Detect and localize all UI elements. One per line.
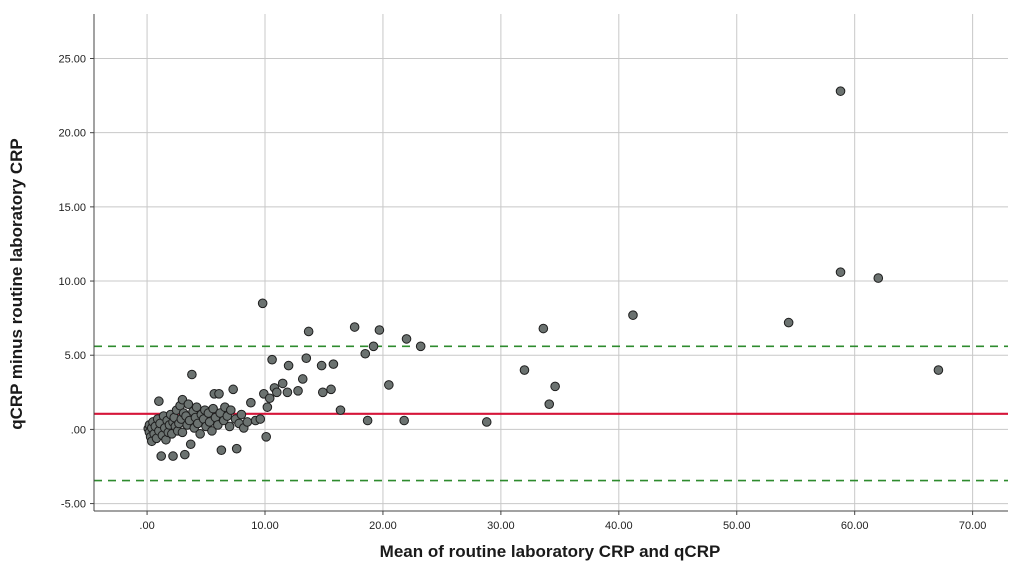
- gridlines: [94, 14, 1008, 511]
- data-point: [226, 405, 236, 415]
- data-point: [360, 348, 371, 359]
- data-point: [384, 380, 394, 390]
- data-point: [933, 365, 944, 375]
- data-point: [835, 267, 846, 277]
- y-tick-label: 20.00: [58, 128, 86, 140]
- data-point: [183, 399, 194, 409]
- x-tick-label: .00: [139, 520, 154, 532]
- y-tick-label: 15.00: [58, 202, 86, 214]
- data-point: [195, 429, 205, 439]
- x-tick-label: 20.00: [369, 520, 397, 532]
- data-point: [191, 402, 202, 412]
- y-tick-label: 10.00: [58, 276, 86, 288]
- data-point: [228, 384, 238, 395]
- data-point: [246, 397, 256, 408]
- data-point: [303, 326, 314, 337]
- data-point: [282, 387, 293, 398]
- data-point: [277, 378, 288, 389]
- y-tick-label: .00: [71, 424, 86, 436]
- data-point: [180, 449, 190, 460]
- data-point: [257, 298, 268, 309]
- data-point: [293, 386, 303, 396]
- data-point: [216, 445, 227, 455]
- data-point: [208, 403, 218, 414]
- y-tick-label: -5.00: [61, 499, 86, 511]
- data-point: [185, 439, 196, 450]
- data-point: [401, 334, 412, 344]
- data-point: [399, 415, 409, 426]
- data-point: [317, 387, 328, 398]
- data-point: [177, 427, 188, 438]
- data-point: [236, 409, 247, 420]
- y-tick-labels: -5.00 .00 5.00 10.00 15.00 20.00 25.00: [58, 54, 86, 511]
- data-point: [481, 417, 492, 427]
- data-point: [283, 360, 294, 371]
- data-point: [154, 396, 164, 407]
- x-tick-label: 10.00: [251, 520, 279, 532]
- data-points: [143, 86, 944, 461]
- data-point: [301, 353, 312, 363]
- x-tick-label: 60.00: [841, 520, 869, 532]
- data-point: [297, 374, 308, 384]
- data-point: [783, 317, 794, 328]
- data-point: [628, 310, 638, 320]
- data-point: [261, 432, 271, 442]
- data-point: [207, 426, 217, 436]
- data-point: [374, 325, 385, 335]
- data-point: [272, 387, 282, 398]
- y-axis-title: qCRP minus routine laboratory CRP: [7, 138, 26, 430]
- data-point: [231, 443, 242, 454]
- y-tick-label: 25.00: [58, 54, 86, 66]
- data-point: [262, 402, 273, 412]
- x-axis-title: Mean of routine laboratory CRP and qCRP: [380, 542, 721, 561]
- data-point: [224, 421, 235, 432]
- x-tick-labels: .00 10.00 20.00 30.00 40.00 50.00 60.00 70.00: [139, 520, 986, 532]
- x-tick-label: 30.00: [487, 520, 515, 532]
- x-tick-label: 50.00: [723, 520, 751, 532]
- data-point: [264, 393, 275, 404]
- data-point: [326, 384, 336, 395]
- data-point: [328, 359, 339, 369]
- data-point: [214, 388, 224, 399]
- axes: [90, 14, 1008, 515]
- data-point: [242, 417, 253, 427]
- x-tick-label: 70.00: [959, 520, 987, 532]
- data-point: [168, 451, 178, 461]
- data-point: [187, 369, 197, 380]
- data-point: [156, 451, 167, 461]
- data-point: [835, 86, 846, 96]
- data-point: [349, 322, 360, 332]
- data-point: [519, 365, 530, 375]
- data-point: [544, 399, 555, 409]
- data-point: [550, 381, 560, 392]
- data-point: [415, 341, 426, 352]
- data-point: [873, 273, 884, 283]
- y-tick-label: 5.00: [65, 350, 86, 362]
- data-point: [538, 323, 549, 334]
- data-point: [267, 354, 277, 365]
- data-point: [316, 360, 327, 371]
- data-point: [368, 341, 379, 352]
- data-point: [362, 415, 373, 426]
- data-point: [335, 405, 346, 415]
- x-tick-label: 40.00: [605, 520, 633, 532]
- reference-lines: [94, 345, 1008, 482]
- data-point: [255, 414, 266, 424]
